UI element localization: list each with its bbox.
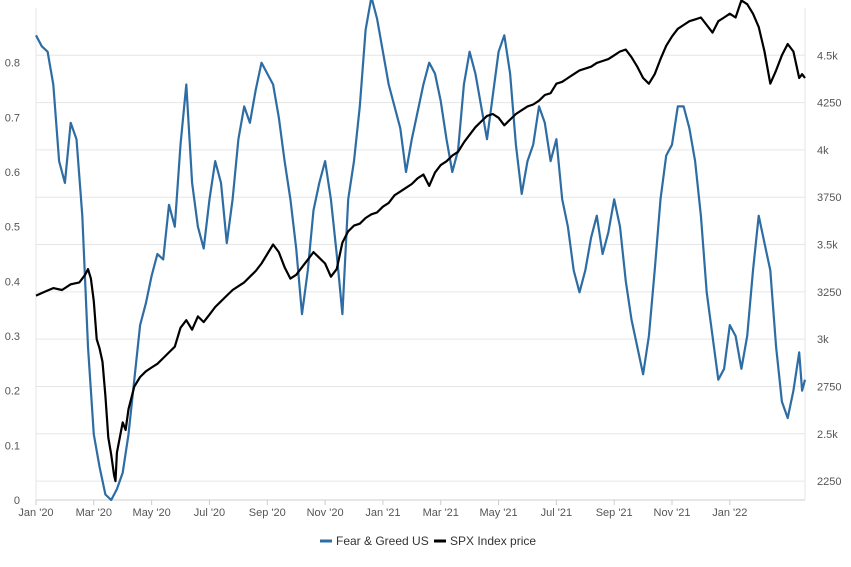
x-tick-label: Sep '21 <box>596 507 633 519</box>
y-left-tick-label: 0.1 <box>5 440 20 452</box>
x-tick-label: Jan '21 <box>365 507 400 519</box>
y-left-tick-label: 0.4 <box>5 276 20 288</box>
x-tick-label: Jul '20 <box>194 507 225 519</box>
x-tick-label: May '20 <box>133 507 171 519</box>
x-tick-label: Jan '22 <box>712 507 747 519</box>
line-fear-greed <box>35 0 807 502</box>
y-left-tick-label: 0.7 <box>5 112 20 124</box>
grid <box>35 8 806 501</box>
y-left-tick-label: 0 <box>14 495 20 507</box>
y-axis-left: 0 0.1 0.2 0.3 0.4 0.5 0.6 0.7 0.8 <box>5 58 20 507</box>
y-left-tick-label: 0.5 <box>5 222 20 234</box>
y-axis-right: 2250 2.5k 2750 3k 3250 3.5k 3750 4k 4250 4.5k <box>817 50 841 488</box>
series-spx <box>35 0 806 483</box>
legend-label-fear-greed: Fear & Greed US <box>336 534 429 548</box>
y-right-tick-label: 3.5k <box>817 240 838 252</box>
x-tick-label: Jan '20 <box>18 507 53 519</box>
y-right-tick-label: 4.5k <box>817 50 838 62</box>
legend-label-spx: SPX Index price <box>450 534 536 548</box>
line-spx <box>35 0 806 483</box>
y-left-tick-label: 0.2 <box>5 386 20 398</box>
y-right-tick-label: 4k <box>817 145 829 157</box>
x-tick-label: May '21 <box>479 507 517 519</box>
y-right-tick-label: 3k <box>817 334 829 346</box>
y-left-tick-label: 0.6 <box>5 167 20 179</box>
y-right-tick-label: 4250 <box>817 98 841 110</box>
x-tick-label: Sep '20 <box>249 507 286 519</box>
x-tick-label: Nov '20 <box>307 507 344 519</box>
y-right-tick-label: 2250 <box>817 476 841 488</box>
y-right-tick-label: 3250 <box>817 287 841 299</box>
legend: Fear & Greed US SPX Index price <box>320 534 536 548</box>
x-tick-label: Mar '20 <box>76 507 112 519</box>
x-tick-label: Jul '21 <box>541 507 572 519</box>
x-tick-label: Nov '21 <box>654 507 691 519</box>
x-axis: Jan '20 Mar '20 May '20 Jul '20 Sep '20 Nov '… <box>18 500 747 519</box>
legend-item-spx[interactable]: SPX Index price <box>434 534 536 548</box>
y-left-tick-label: 0.8 <box>5 58 20 70</box>
x-tick-label: Mar '21 <box>423 507 459 519</box>
y-right-tick-label: 2750 <box>817 381 841 393</box>
series-fear-greed <box>35 0 807 502</box>
y-right-tick-label: 3750 <box>817 192 841 204</box>
y-left-tick-label: 0.3 <box>5 331 20 343</box>
legend-item-fear-greed[interactable]: Fear & Greed US <box>320 534 429 548</box>
y-right-tick-label: 2.5k <box>817 429 838 441</box>
